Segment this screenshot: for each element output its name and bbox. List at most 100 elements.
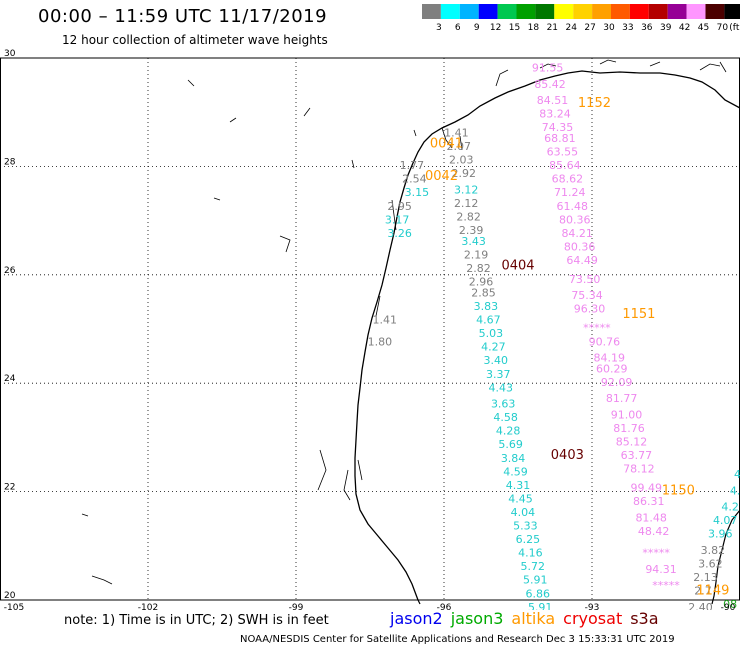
swh-value: 2.96 [469,276,494,289]
swh-value: 63.55 [547,146,579,159]
swh-value: 6.25 [516,533,541,546]
lon-tick-label: -105 [4,603,24,610]
swh-value: 2.03 [449,154,474,167]
swh-value: 48.42 [638,525,670,538]
pass-time-label: 0041 [430,136,463,151]
color-bin-label: 42 [679,23,690,33]
swh-value: 5.33 [513,520,538,533]
mexico-coast-line [417,599,421,605]
legend-entry: s3a [630,609,659,628]
swh-value: 2.12 [454,197,479,210]
swh-value: ***** [652,579,680,592]
swh-value: 3.40 [484,354,509,367]
swh-value: 5.69 [498,438,523,451]
swh-value: 92.09 [601,376,633,389]
coastline [81,59,740,605]
swh-value: 4.67 [476,314,501,327]
lat-tick-label: 24 [4,374,16,384]
swh-value: 2.7 [694,585,712,598]
swh-value: 4. [730,484,740,497]
inner-coast-details [279,59,721,501]
yucatan-coast [711,509,740,605]
lat-tick-label: 30 [4,49,16,59]
swh-value: 2.95 [387,200,412,213]
color-bin [592,4,611,19]
color-bin-label: 21 [547,23,558,33]
lon-tick-label: -93 [585,603,600,610]
swh-value: 68.62 [552,173,584,186]
inland-features [81,61,727,585]
pass-time-label: 1151 [622,307,655,322]
swh-value: 4.59 [503,465,528,478]
color-bin [535,4,555,19]
axis-labels: -105 -102 -99 -96 -93 -90 30 28 26 24 22 20 [4,49,736,610]
color-bin-label: 12 [490,23,501,33]
swh-value: ***** [642,547,670,560]
pass-time-label: 0403 [551,448,584,463]
color-bin [686,4,706,19]
swh-value: 4.31 [506,479,531,492]
lat-tick-label: 26 [4,266,16,276]
color-bin-label: 9 [474,23,480,33]
lon-tick-label: -90 [721,603,736,610]
wave-height-map: 91.55 85.42 84.5183.2474.3568.8163.5585.64… [0,49,740,610]
legend-entry: jason2 [390,609,443,628]
swh-value: 4 [734,468,740,481]
swh-value: 1.80 [368,335,393,348]
color-bin [440,4,460,19]
swh-value: 5.72 [521,560,546,573]
color-bin [629,4,649,19]
swh-value: 61.48 [557,200,589,213]
color-bin [554,4,574,19]
swh-value: 81.77 [606,392,638,405]
swh-value: 3.37 [486,368,511,381]
swh-value: 2.07 [447,140,472,153]
swh-value: 1.41 [444,127,469,140]
lon-tick-label: -102 [138,603,158,610]
color-bin-label: 30 [603,23,615,33]
note-text: note: 1) Time is in UTC; 2) SWH is in fe… [64,613,329,628]
swh-value: 81.76 [613,422,645,435]
swh-value: 86.31 [633,495,665,508]
swh-value: 3.15 [405,186,430,199]
swh-value: 64.49 [566,254,598,267]
swh-value: 4.16 [518,547,543,560]
color-bin-label: 39 [660,23,672,33]
legend-entry: jason3 [450,609,504,628]
swh-value: 99.49 [631,482,663,495]
swh-value: 80.36 [564,240,596,253]
swh-value: 2.92 [451,167,476,180]
lon-tick-label: -96 [437,603,452,610]
swh-value: 84.21 [561,227,593,240]
color-bin-label: 6 [455,23,461,33]
swh-value: 4.43 [488,381,513,394]
pass-time-label: 0042 [425,169,458,184]
color-bin-label: 36 [641,23,653,33]
pass-time-label: 1150 [662,483,695,498]
swh-value: 3.63 [491,398,516,411]
swh-value: 4.58 [493,411,518,424]
swh-value: 2.13 [693,571,718,584]
swh-value: 2.40 [688,601,713,610]
swh-value: 6.86 [525,587,550,600]
swh-value: 3.26 [387,227,412,240]
color-unit-label: (ft) [729,23,740,33]
swh-value: 81.48 [635,511,667,524]
color-bin-label: 70 [717,23,729,33]
pass-time-label: 0404 [501,258,534,273]
color-bin [516,4,536,19]
swh-value: 63.77 [621,449,653,462]
swh-value: 4.2 [721,501,739,514]
swh-value: 2.85 [471,286,496,299]
swh-value: 2.39 [459,224,484,237]
swh-value: 75.34 [571,289,603,302]
swh-value: 85.64 [549,159,581,172]
swh-value: 3.17 [385,213,410,226]
swh-value: 5.03 [479,327,504,340]
color-bin [648,4,668,19]
color-bin [667,4,687,19]
color-bin [459,4,479,19]
lat-tick-label: 22 [4,483,15,493]
swh-value: 4.28 [496,425,521,438]
